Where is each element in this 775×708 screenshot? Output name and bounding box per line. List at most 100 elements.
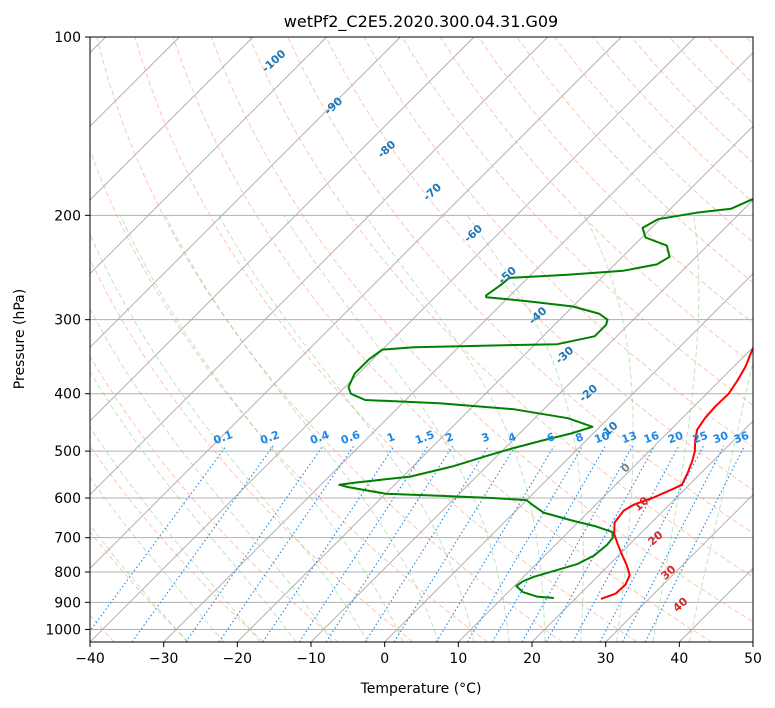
x-tick-label: 0 [380,651,389,667]
y-tick-label: 300 [54,313,81,329]
mixing-ratio-line [364,445,490,642]
isotherm-line [90,37,475,422]
mixing-ratio-line [90,445,227,632]
x-tick-label: 20 [523,651,541,667]
isotherm-line [310,199,753,642]
isotherm-line [752,641,753,642]
mixing-ratio-label: 0.4 [308,428,331,447]
isotherm-line [90,37,327,275]
isotherm-line [90,37,401,348]
dewpoint-profile-line [338,197,753,599]
isotherm-label: -70 [421,180,445,203]
x-tick-label: −10 [296,651,326,667]
mixing-ratio-line [131,445,274,642]
isotherm-line [531,420,753,642]
moist-adiabat-line [688,358,753,642]
dry-adiabat-line [363,37,753,448]
y-tick-label: 800 [54,565,81,581]
dry-adiabat-line [325,37,753,491]
mixing-ratio-label: 13 [620,429,639,446]
isotherm-label: 10 [631,494,651,514]
dry-adiabat-line [210,37,753,623]
mixing-ratio-label: 3 [480,430,492,445]
isotherm-line [237,125,753,642]
isotherm-label: -30 [553,344,577,367]
y-tick-label: 100 [54,30,81,46]
moist-adiabat-line [120,215,404,642]
mixing-ratio-line [325,445,454,642]
moist-adiabat-line [652,215,700,642]
isotherm-line [90,37,548,496]
moist-adiabat-line [583,215,634,642]
mixing-ratio-line [185,445,324,642]
dry-adiabat-line [90,531,190,642]
isotherm-line [384,273,753,642]
y-axis-label: Pressure (hPa) [12,289,28,389]
moist-adiabat-line [90,426,261,642]
mixing-ratio-label: 4 [506,430,518,445]
background-lines [90,37,753,642]
isotherm-line [605,494,753,642]
x-tick-label: 10 [449,651,467,667]
isotherm-label: -40 [526,304,550,327]
mixing-ratio-line [644,445,746,642]
x-tick-label: −40 [75,651,105,667]
y-tick-label: 1000 [45,622,81,638]
isotherm-label: -50 [496,264,520,287]
mixing-ratio-line [545,445,656,642]
dry-adiabat-line [172,37,712,642]
dry-adiabat-line [669,37,753,124]
moist-adiabat-line [283,215,510,642]
isotherm-line [90,37,622,569]
mixing-ratio-line [599,445,704,642]
y-tick-label: 900 [54,595,81,611]
dry-adiabat-line [287,37,753,534]
dry-adiabat-line [90,148,488,642]
x-axis-label: Temperature (°C) [360,681,482,697]
y-tick-label: 200 [54,208,81,224]
isotherm-label: -100 [259,47,288,75]
mixing-ratio-label: 1 [385,430,397,445]
isotherm-line [90,37,696,642]
mixing-ratio-label: 10 [593,429,612,447]
mixing-ratio-label: 6 [545,430,557,445]
isotherm-line [458,346,753,642]
dry-adiabat-line [90,355,339,642]
y-tick-label: 700 [54,531,81,547]
dry-adiabat-line [90,258,414,642]
moist-adiabat-line [364,215,546,642]
isotherm-line [90,37,254,201]
x-tick-label: 40 [670,651,688,667]
y-tick-label: 400 [54,387,81,403]
y-tick-label: 600 [54,491,81,507]
mixing-ratio-label: 16 [642,429,661,447]
moist-adiabat-line [90,370,297,642]
moist-adiabat-line [90,524,188,642]
mixing-ratio-line [393,445,516,642]
x-tick-label: 50 [744,651,762,667]
mixing-ratio-label: 8 [574,430,586,445]
mixing-ratio-line [572,445,680,642]
y-tick-label: 500 [54,444,81,460]
mixing-ratio-labels: 0.1 0.2 0.4 0.6 1 1.5 2 3 4 6 8 10 13 16 20 25 30 36 [212,428,751,447]
chart-title: wetPf2_C2E5.2020.300.04.31.G09 [284,12,558,32]
mixing-ratio-line [491,445,606,642]
dry-adiabat-line [439,37,753,365]
plot-frame [89,36,754,643]
mixing-ratio-label: 0.1 [212,428,235,447]
moist-adiabat-line [466,215,584,642]
mixing-ratio-label: 20 [666,429,685,447]
mixing-ratio-label: 25 [691,429,710,446]
isotherm-line [163,52,753,642]
mixing-ratio-label: 30 [711,429,730,447]
dry-adiabat-line [554,37,753,243]
x-tick-label: 30 [597,651,615,667]
mixing-ratio-line [298,445,429,642]
mixing-ratio-line [218,445,355,642]
mixing-ratio-line [521,445,633,642]
dry-adiabat-line [707,37,753,85]
dry-adiabat-line [90,445,264,642]
moist-adiabat-line [90,476,225,642]
mixing-ratio-label: 2 [444,430,456,445]
